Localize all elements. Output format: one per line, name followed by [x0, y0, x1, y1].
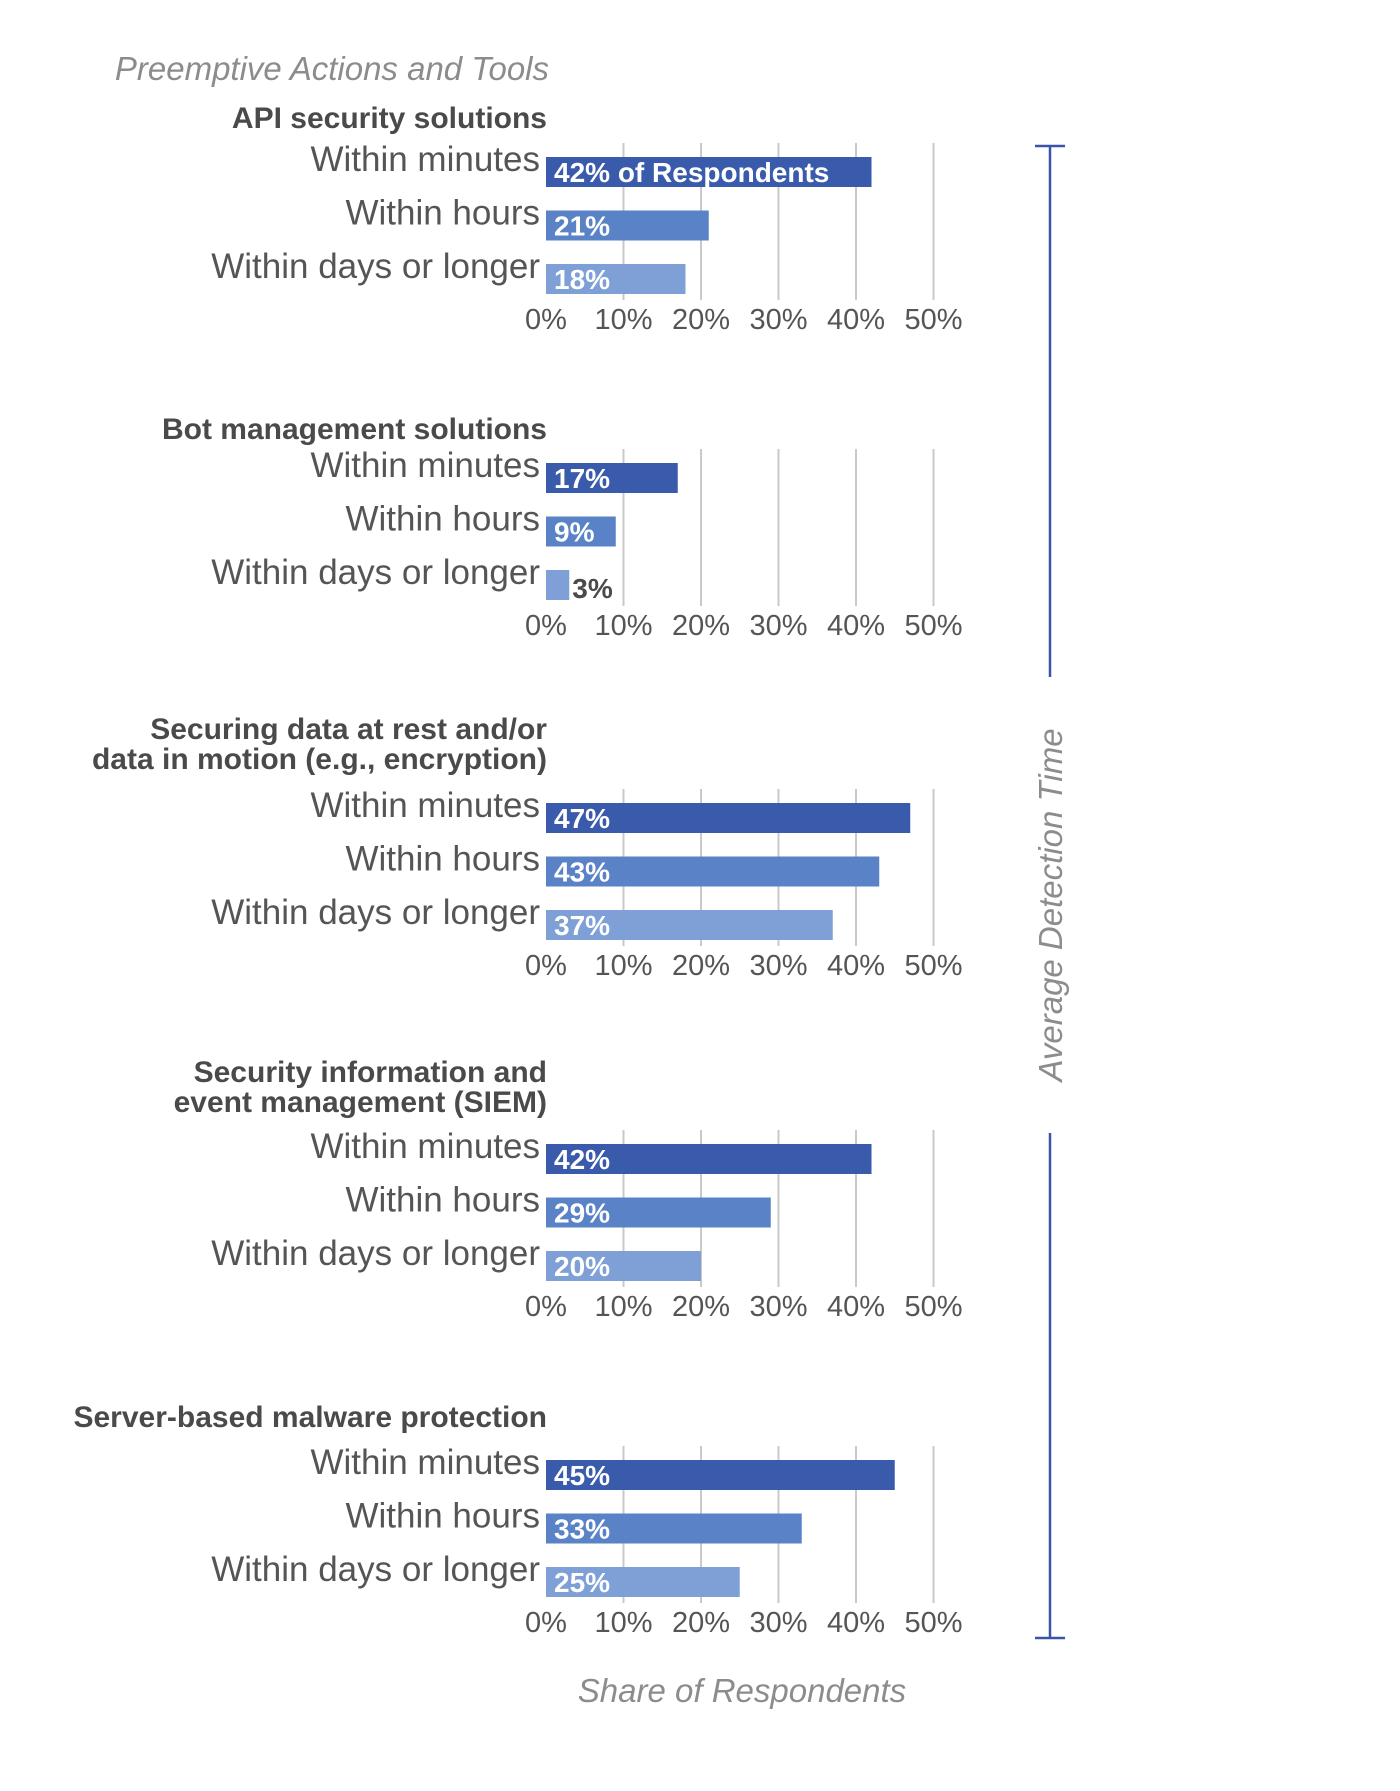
x-axis-title: Share of Respondents	[578, 1672, 906, 1709]
bar	[546, 1197, 771, 1228]
tick-label: 20%	[672, 1607, 730, 1639]
bar	[546, 264, 686, 294]
tick-label: 10%	[594, 1291, 652, 1323]
bar	[546, 157, 872, 187]
data-label: 33%	[554, 1514, 610, 1545]
tick-label: 40%	[827, 1607, 885, 1639]
side-axis-title: Average Detection Time	[1032, 728, 1069, 1083]
data-label: 21%	[554, 211, 610, 242]
bar	[546, 1144, 872, 1174]
data-label: 42% of Respondents	[554, 157, 829, 188]
category-label: Within days or longer	[211, 893, 540, 932]
category-label: Within days or longer	[211, 553, 540, 592]
data-label: 25%	[554, 1567, 610, 1598]
category-label: Within minutes	[310, 1443, 540, 1482]
bar	[546, 1251, 701, 1281]
tick-label: 20%	[672, 1291, 730, 1323]
bar	[546, 856, 880, 887]
tick-label: 10%	[594, 304, 652, 336]
tick-label: 40%	[827, 950, 885, 982]
bar	[546, 516, 616, 547]
category-label: Within hours	[345, 194, 540, 233]
tick-label: 30%	[749, 304, 807, 336]
data-label: 18%	[554, 264, 610, 295]
data-label: 9%	[554, 517, 595, 548]
tick-label: 10%	[594, 1607, 652, 1639]
category-label: Within minutes	[310, 786, 540, 825]
tick-label: 0%	[525, 1291, 567, 1323]
tick-label: 30%	[749, 610, 807, 642]
bar	[546, 803, 911, 833]
tick-label: 50%	[904, 304, 962, 336]
tick-label: 40%	[827, 610, 885, 642]
tick-label: 50%	[904, 1607, 962, 1639]
panel-title: Bot management solutions	[162, 413, 547, 446]
category-label: Within minutes	[310, 446, 540, 485]
data-label: 37%	[554, 910, 610, 941]
panel-title: Server-based malware protection	[73, 1401, 547, 1434]
tick-label: 30%	[749, 1291, 807, 1323]
data-label: 42%	[554, 1144, 610, 1175]
tick-label: 20%	[672, 610, 730, 642]
tick-label: 10%	[594, 610, 652, 642]
tick-label: 30%	[749, 1607, 807, 1639]
tick-label: 0%	[525, 610, 567, 642]
tick-label: 50%	[904, 610, 962, 642]
data-label: 3%	[572, 573, 613, 604]
panel-title: data in motion (e.g., encryption)	[92, 743, 547, 776]
tick-label: 10%	[594, 950, 652, 982]
bar	[546, 210, 709, 241]
category-label: Within hours	[345, 1497, 540, 1536]
category-label: Within minutes	[310, 1127, 540, 1166]
tick-label: 0%	[525, 304, 567, 336]
category-label: Within hours	[345, 840, 540, 879]
data-label: 17%	[554, 463, 610, 494]
category-label: Within days or longer	[211, 1550, 540, 1589]
category-label: Within hours	[345, 500, 540, 539]
bar	[546, 463, 678, 493]
panel-title: event management (SIEM)	[174, 1086, 547, 1119]
category-label: Within days or longer	[211, 1234, 540, 1273]
tick-label: 30%	[749, 950, 807, 982]
panel-title: Securing data at rest and/or	[150, 713, 547, 746]
panel-title: API security solutions	[232, 102, 547, 135]
bar	[546, 910, 833, 940]
data-label: 43%	[554, 857, 610, 888]
data-label: 20%	[554, 1251, 610, 1282]
data-label: 47%	[554, 803, 610, 834]
category-label: Within hours	[345, 1181, 540, 1220]
data-label: 45%	[554, 1460, 610, 1491]
bar	[546, 1513, 802, 1544]
category-label: Within minutes	[310, 140, 540, 179]
category-label: Within days or longer	[211, 247, 540, 286]
bar	[546, 570, 570, 600]
chart-super-title: Preemptive Actions and Tools	[115, 50, 549, 87]
bar	[546, 1567, 740, 1597]
tick-label: 40%	[827, 1291, 885, 1323]
tick-label: 0%	[525, 950, 567, 982]
bar	[546, 1460, 895, 1490]
tick-label: 0%	[525, 1607, 567, 1639]
tick-label: 40%	[827, 304, 885, 336]
data-label: 29%	[554, 1198, 610, 1229]
tick-label: 20%	[672, 950, 730, 982]
tick-label: 50%	[904, 950, 962, 982]
panel-title: Security information and	[194, 1056, 547, 1089]
tick-label: 50%	[904, 1291, 962, 1323]
tick-label: 20%	[672, 304, 730, 336]
